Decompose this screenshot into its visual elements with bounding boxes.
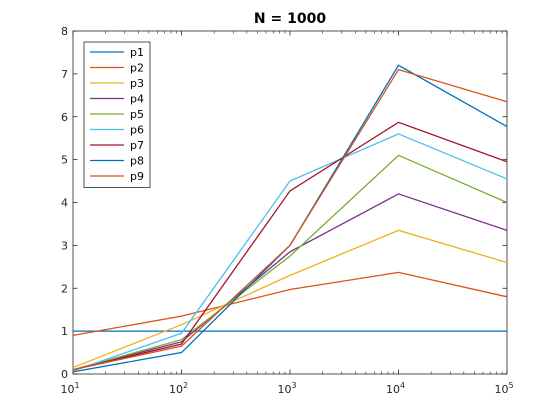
chart-title: N = 1000 bbox=[254, 11, 326, 27]
y-tick-label: 7 bbox=[61, 68, 68, 81]
x-tick-base: 10 bbox=[386, 383, 400, 396]
legend-label: p4 bbox=[130, 93, 144, 106]
x-tick-base: 10 bbox=[277, 383, 291, 396]
legend-label: p8 bbox=[130, 155, 144, 168]
y-tick-label: 1 bbox=[61, 325, 68, 338]
legend: p1 p2 p3 p4 p5 p6 p7 p8 p9 bbox=[84, 42, 150, 188]
x-tick-exponent: 2 bbox=[183, 381, 188, 390]
x-tick-base: 10 bbox=[494, 383, 508, 396]
y-tick-label: 5 bbox=[61, 154, 68, 167]
legend-label: p6 bbox=[130, 124, 144, 137]
y-tick-label: 4 bbox=[61, 197, 68, 210]
y-tick-label: 2 bbox=[61, 282, 68, 295]
y-tick-label: 0 bbox=[61, 368, 68, 381]
x-tick-exponent: 3 bbox=[291, 381, 296, 390]
y-tick-label: 8 bbox=[61, 25, 68, 38]
legend-label: p7 bbox=[130, 139, 144, 152]
x-tick-exponent: 5 bbox=[508, 381, 513, 390]
legend-label: p9 bbox=[130, 170, 144, 183]
x-tick-exponent: 1 bbox=[74, 381, 79, 390]
x-tick-base: 10 bbox=[169, 383, 183, 396]
x-tick-label: 101 bbox=[60, 381, 79, 396]
x-tick-label: 102 bbox=[169, 381, 188, 396]
x-tick-exponent: 4 bbox=[400, 381, 405, 390]
x-tick-label: 104 bbox=[386, 381, 405, 396]
legend-label: p3 bbox=[130, 77, 144, 90]
y-tick-label: 3 bbox=[61, 239, 68, 252]
x-tick-label: 105 bbox=[494, 381, 513, 396]
x-tick-label: 103 bbox=[277, 381, 296, 396]
legend-label: p1 bbox=[130, 46, 144, 59]
y-tick-label: 6 bbox=[61, 111, 68, 124]
legend-label: p5 bbox=[130, 108, 144, 121]
x-tick-base: 10 bbox=[60, 383, 74, 396]
legend-label: p2 bbox=[130, 62, 144, 75]
